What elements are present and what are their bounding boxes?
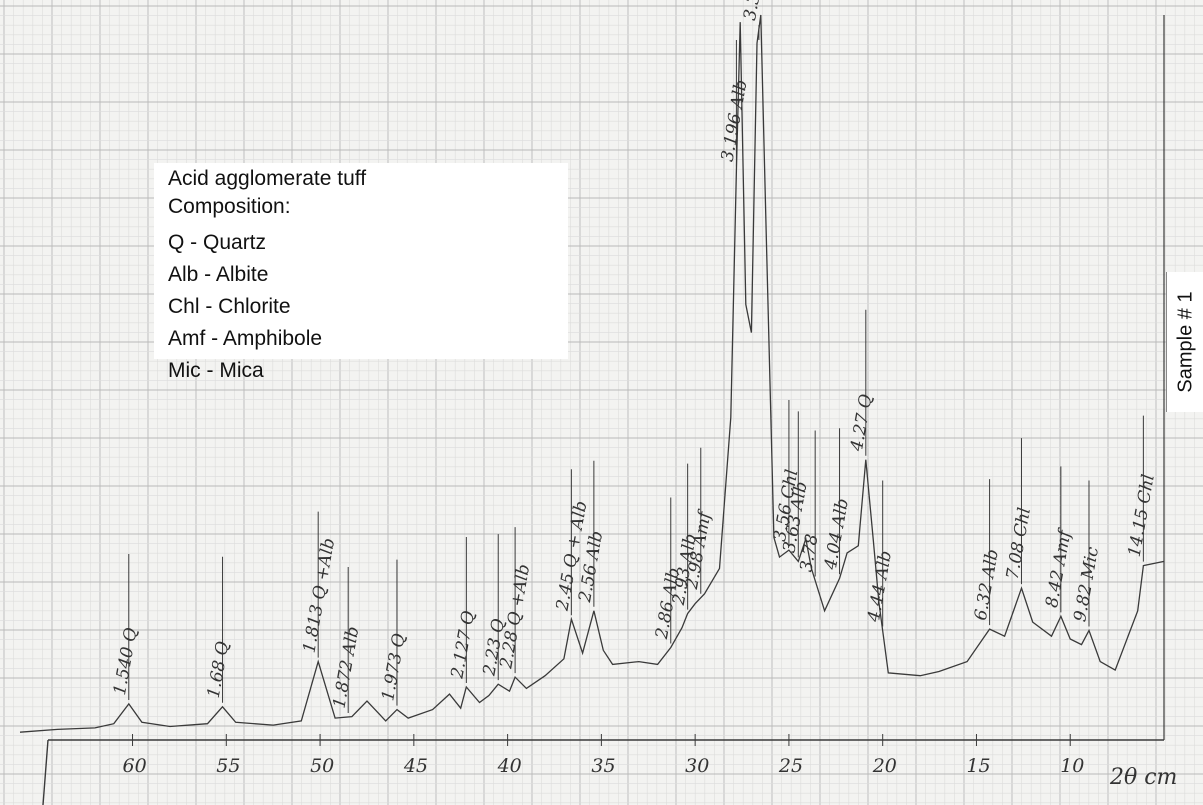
- peak-label: 1.540 Q: [110, 626, 142, 697]
- peak-label: 4.04 Alb: [821, 497, 853, 572]
- sample-label-tab: Sample # 1: [1166, 272, 1203, 412]
- peak-label: 1.68 Q: [204, 640, 234, 700]
- peak-marker-lines: [128, 25, 1144, 713]
- peak-label: 1.973 Q: [378, 632, 410, 703]
- x-tick-label: 55: [216, 755, 240, 777]
- x-axis-title: 2θ cm: [1109, 765, 1177, 790]
- legend-title: Acid agglomerate tuff: [168, 167, 367, 190]
- diffraction-trace: [19, 14, 1165, 733]
- peak-label: 8.42 Amf: [1042, 526, 1076, 609]
- x-tick-label: 20: [872, 755, 897, 777]
- legend-box: Acid agglomerate tuff Composition: Q - Q…: [154, 163, 568, 382]
- x-axis-label: 2θ cm: [1109, 765, 1177, 790]
- x-axis-left-edge: [42, 739, 49, 805]
- peak-label: 1.813 Q +Alb: [299, 536, 339, 654]
- legend-item-chlorite: Chl - Chlorite: [168, 295, 291, 318]
- peak-label: 4.44 Alb: [864, 549, 896, 624]
- x-tick-labels: 60 55 50 45 40 35 30 25 20 15 10: [123, 734, 1084, 777]
- peak-label: 4.27 Q: [847, 393, 877, 454]
- legend-item-mica: Mic - Mica: [168, 359, 264, 382]
- x-tick-label: 45: [403, 755, 428, 777]
- legend-item-quartz: Q - Quartz: [168, 231, 267, 254]
- peak-label: 2.28 Q +Alb: [496, 563, 534, 671]
- x-tick-label: 10: [1060, 755, 1084, 777]
- x-tick-label: 60: [123, 755, 147, 777]
- legend-item-albite: Alb - Albite: [168, 263, 269, 286]
- x-tick-label: 25: [778, 755, 803, 777]
- sample-label: Sample # 1: [1174, 291, 1196, 393]
- x-tick-label: 35: [591, 755, 615, 777]
- x-tick-label: 30: [685, 755, 709, 777]
- x-tick-label: 15: [966, 755, 990, 777]
- x-axis: [42, 15, 1165, 805]
- peak-label: 3.34 Q: [740, 0, 770, 22]
- x-tick-label: 50: [310, 755, 334, 777]
- legend-subtitle: Composition:: [168, 195, 291, 218]
- legend-item-amphibole: Amf - Amphibole: [168, 327, 323, 350]
- x-tick-label: 40: [497, 755, 522, 777]
